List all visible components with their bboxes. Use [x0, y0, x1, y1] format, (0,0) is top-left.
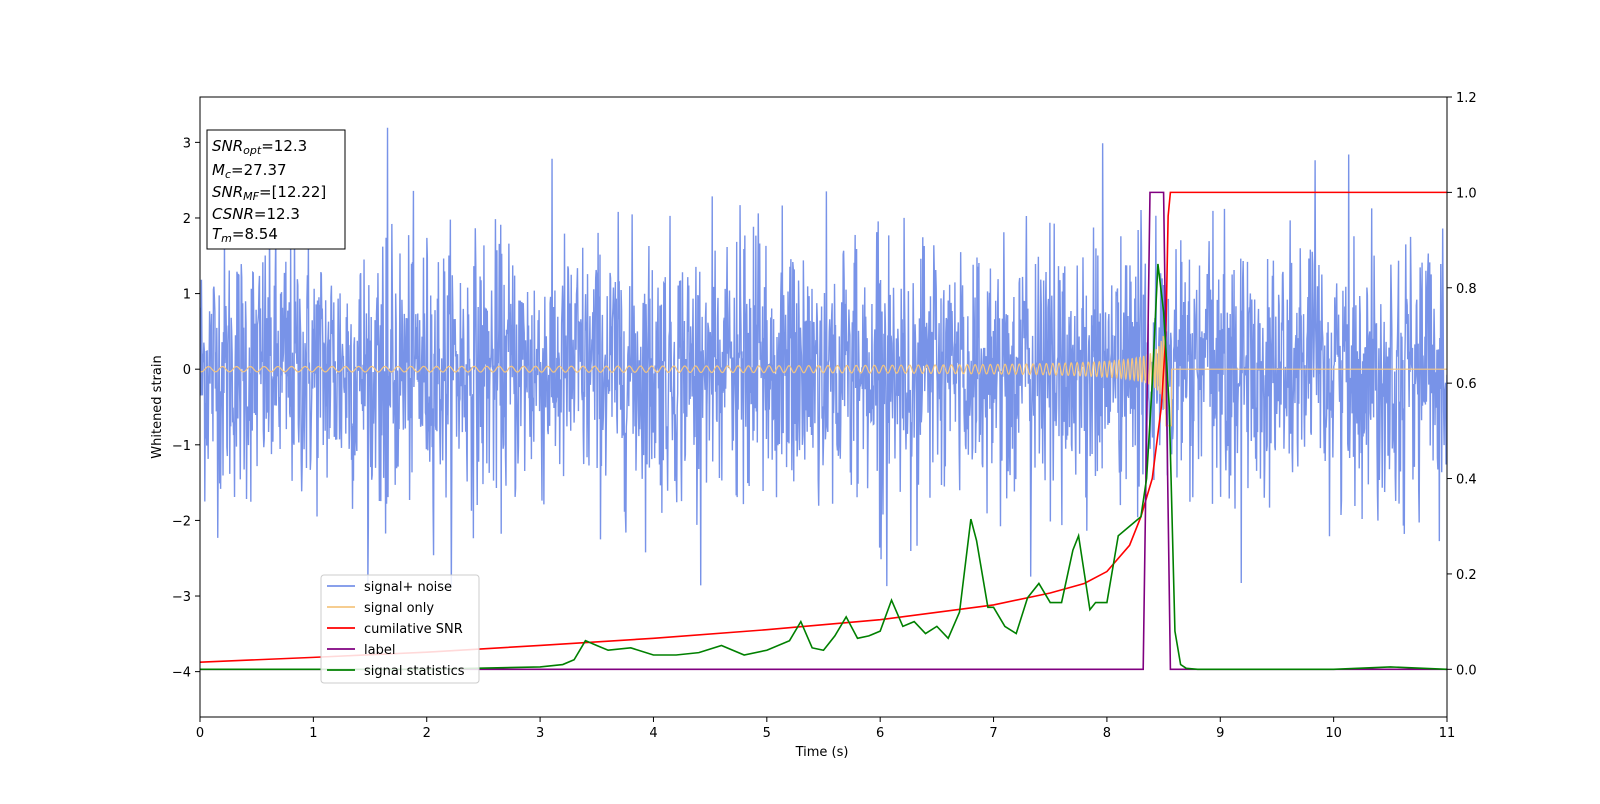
- x-tick-label: 10: [1325, 726, 1342, 741]
- x-tick-label: 4: [649, 726, 657, 741]
- y-right-tick-label: 0.8: [1456, 282, 1477, 297]
- x-tick-label: 0: [196, 726, 204, 741]
- y-left-tick-label: 1: [183, 288, 191, 303]
- y-axis-label: Whitened strain: [150, 355, 165, 458]
- x-tick-label: 5: [763, 726, 771, 741]
- legend-label: signal statistics: [364, 664, 465, 679]
- y-left-tick-label: −4: [172, 666, 191, 681]
- y-right-tick-label: 1.2: [1456, 91, 1477, 106]
- legend-label: label: [364, 643, 395, 658]
- legend: signal+ noise signal only cumilative SNR la…: [320, 574, 480, 684]
- legend-label: signal+ noise: [364, 580, 452, 595]
- plot-frame: [199, 96, 1448, 718]
- x-tick-label: 1: [309, 726, 317, 741]
- x-ticks: 0 1 2 3 4 5 6 7 8 9 10 11: [196, 717, 1455, 741]
- series-signal-statistics: [200, 263, 1447, 671]
- x-tick-label: 2: [423, 726, 431, 741]
- annotation-line: CSNR=12.3: [212, 205, 300, 223]
- y-right-ticks: 0.0 0.2 0.4 0.6 0.8 1.0 1.2: [1447, 91, 1477, 678]
- y-left-tick-label: −3: [172, 590, 191, 605]
- x-tick-label: 3: [536, 726, 544, 741]
- y-right-tick-label: 1.0: [1456, 186, 1477, 201]
- legend-label: cumilative SNR: [364, 622, 463, 637]
- y-left-tick-label: 3: [183, 136, 191, 151]
- x-tick-label: 11: [1439, 726, 1456, 741]
- y-right-tick-label: 0.6: [1456, 377, 1477, 392]
- x-tick-label: 8: [1103, 726, 1111, 741]
- y-right-tick-label: 0.4: [1456, 473, 1477, 488]
- series-layer: [200, 127, 1447, 671]
- annotation-line: Mc=27.37: [212, 161, 287, 181]
- series-signal-noise: [200, 127, 1447, 588]
- y-left-tick-label: 2: [183, 212, 191, 227]
- legend-frame: [320, 574, 480, 684]
- y-right-tick-label: 0.2: [1456, 568, 1477, 583]
- series-signal-only: [200, 325, 1447, 427]
- x-tick-label: 6: [876, 726, 884, 741]
- x-axis-label: Time (s): [795, 745, 849, 760]
- annotation-line: Tm=8.54: [212, 225, 278, 245]
- annotation-line: SNRMF=[12.22]: [212, 183, 326, 203]
- y-left-tick-label: −2: [172, 514, 191, 529]
- y-left-tick-label: 0: [183, 363, 191, 378]
- y-right-tick-label: 0.0: [1456, 663, 1477, 678]
- annotation-line: SNRopt=12.3: [212, 137, 307, 157]
- legend-label: signal only: [364, 601, 434, 616]
- x-tick-label: 9: [1216, 726, 1224, 741]
- y-left-ticks: −4 −3 −2 −1 0 1 2 3: [172, 136, 200, 681]
- annotation-frame: [206, 129, 346, 250]
- y-left-tick-label: −1: [172, 439, 191, 454]
- x-tick-label: 7: [989, 726, 997, 741]
